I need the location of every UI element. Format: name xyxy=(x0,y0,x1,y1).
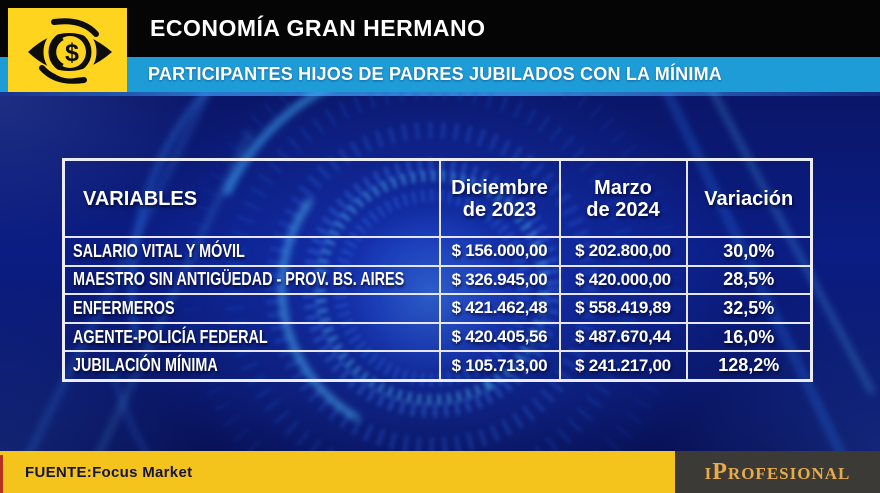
table-row: JUBILACIÓN MÍNIMA $ 105.713,00 $ 241.217… xyxy=(62,350,813,382)
dollar-glyph: $ xyxy=(65,39,79,67)
cell-mar-2024: $ 487.670,44 xyxy=(558,321,688,353)
footer-bar: FUENTE:Focus Market iProfesional xyxy=(0,451,880,493)
column-header-variation: Variación xyxy=(685,158,813,238)
column-header-dec-2023: Diciembre de 2023 xyxy=(438,158,561,238)
column-header-variables: VARIABLES xyxy=(62,158,441,238)
cell-variable: MAESTRO SIN ANTIGÜEDAD - PROV. BS. AIRES xyxy=(62,264,441,296)
cell-mar-2024: $ 420.000,00 xyxy=(558,264,688,296)
table-row: SALARIO VITAL Y MÓVIL $ 156.000,00 $ 202… xyxy=(62,236,813,267)
cell-dec-2023: $ 326.945,00 xyxy=(438,264,561,296)
cell-mar-2024: $ 202.800,00 xyxy=(558,236,688,267)
brand-band: iProfesional xyxy=(675,451,880,493)
eye-dollar-logo: $ xyxy=(8,8,127,92)
cell-variation: 28,5% xyxy=(685,264,813,296)
source-band: FUENTE:Focus Market xyxy=(0,451,675,493)
data-table: VARIABLES Diciembre de 2023 Marzo de 202… xyxy=(62,158,813,382)
table-row: ENFERMEROS $ 421.462,48 $ 558.419,89 32,… xyxy=(62,293,813,324)
red-accent-mark xyxy=(0,455,3,493)
cell-dec-2023: $ 156.000,00 xyxy=(438,236,561,267)
column-header-mar-2024: Marzo de 2024 xyxy=(558,158,688,238)
cell-mar-2024: $ 241.217,00 xyxy=(558,350,688,382)
cell-dec-2023: $ 421.462,48 xyxy=(438,293,561,324)
header-bar: ECONOMÍA GRAN HERMANO xyxy=(0,0,880,57)
brand-logo: iProfesional xyxy=(704,458,851,485)
cell-variation: 16,0% xyxy=(685,321,813,353)
page-title: ECONOMÍA GRAN HERMANO xyxy=(150,15,486,41)
table-header-row: VARIABLES Diciembre de 2023 Marzo de 202… xyxy=(62,158,813,238)
cell-variable: ENFERMEROS xyxy=(62,293,441,324)
cell-mar-2024: $ 558.419,89 xyxy=(558,293,688,324)
cell-variation: 128,2% xyxy=(685,350,813,382)
cell-variation: 32,5% xyxy=(685,293,813,324)
table-row: AGENTE-POLICÍA FEDERAL $ 420.405,56 $ 48… xyxy=(62,321,813,353)
cell-dec-2023: $ 105.713,00 xyxy=(438,350,561,382)
cell-variable: AGENTE-POLICÍA FEDERAL xyxy=(62,321,441,353)
cell-variable: SALARIO VITAL Y MÓVIL xyxy=(62,236,441,267)
cell-variable: JUBILACIÓN MÍNIMA xyxy=(62,350,441,382)
cell-variation: 30,0% xyxy=(685,236,813,267)
cell-dec-2023: $ 420.405,56 xyxy=(438,321,561,353)
source-text: FUENTE:Focus Market xyxy=(25,463,193,481)
table-row: MAESTRO SIN ANTIGÜEDAD - PROV. BS. AIRES… xyxy=(62,264,813,296)
eye-dollar-icon: $ xyxy=(28,18,112,84)
subtitle-text: PARTICIPANTES HIJOS DE PADRES JUBILADOS … xyxy=(148,64,722,84)
subtitle-banner: PARTICIPANTES HIJOS DE PADRES JUBILADOS … xyxy=(0,57,880,92)
